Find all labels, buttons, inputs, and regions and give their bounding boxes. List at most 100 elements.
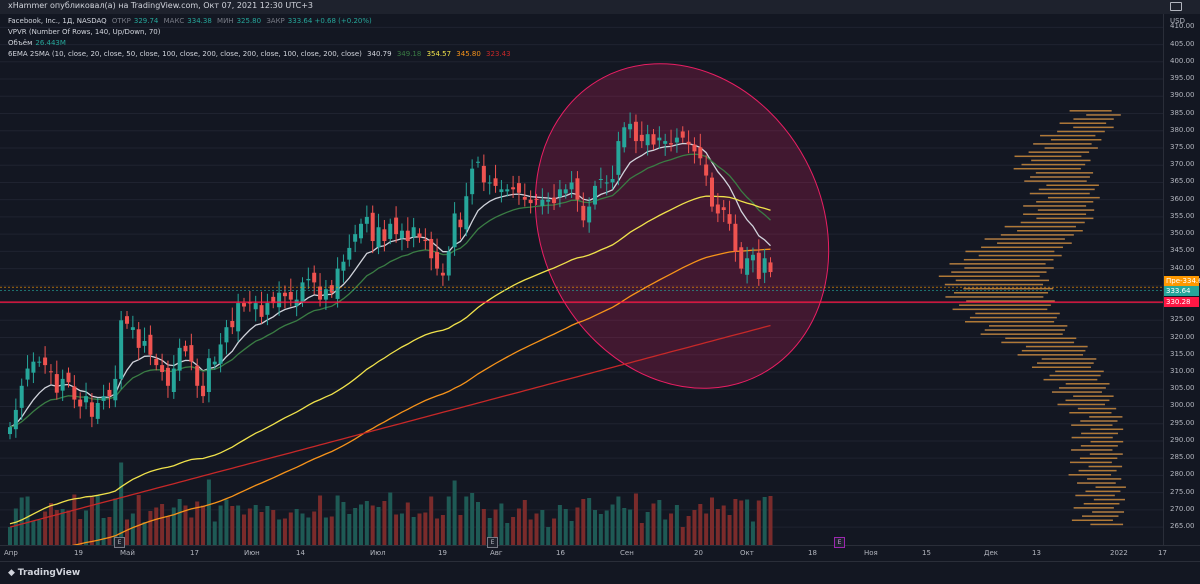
volume-bar (113, 498, 118, 545)
volume-profile-down (1024, 180, 1087, 182)
volume-profile-down (984, 329, 1065, 331)
volume-profile-down (951, 271, 1047, 273)
candle-body (405, 230, 410, 242)
volume-profile-down (1085, 490, 1121, 493)
candle-body (165, 367, 170, 386)
volume-bar (119, 462, 124, 545)
volume-profile-down (1089, 416, 1123, 418)
volume-profile-down (944, 283, 1044, 286)
candle-body (259, 305, 264, 317)
candle-body (171, 368, 176, 392)
candle-body (399, 230, 404, 239)
volume-profile-down (1095, 486, 1126, 488)
candle-body (242, 303, 246, 307)
volume-bar (165, 516, 170, 545)
candle-body (645, 134, 650, 146)
price-tick-label: 280.00 (1170, 470, 1195, 479)
candle-body (212, 361, 217, 365)
volume-profile-down (1051, 391, 1102, 393)
ma50-line (9, 195, 771, 525)
candle-body (534, 198, 539, 200)
candle-body (476, 161, 480, 163)
legend-low-label: МИН (217, 17, 234, 25)
candle-body (499, 189, 504, 193)
candle-body (183, 345, 188, 352)
candle-body (569, 182, 574, 190)
volume-profile-down (978, 254, 1062, 257)
volume-profile-down (1047, 196, 1100, 199)
volume-profile-down (1020, 221, 1085, 224)
volume-profile-down (1086, 114, 1121, 116)
time-axis[interactable]: Апр 19 Май 17 Июн 14 Июл 19 Авг 16 Сен 20 Окт 18 Ноя 15… (0, 545, 1200, 562)
volume-profile-down (1080, 420, 1118, 422)
candle-body (224, 327, 229, 343)
volume-bar (710, 497, 714, 545)
legend-volume-label: Объём (8, 39, 33, 47)
candle-body (95, 403, 100, 419)
volume-profile-down (1069, 110, 1112, 112)
candle-body (540, 199, 545, 206)
earnings-event-marker[interactable]: E (114, 537, 125, 548)
price-tick-label: 355.00 (1170, 211, 1195, 220)
last-price-tag: 333.64 (1164, 286, 1199, 296)
candle-body (616, 141, 621, 175)
volume-bar (60, 509, 65, 545)
volume-profile-down (1068, 474, 1112, 476)
volume-bar (19, 497, 24, 545)
volume-bar (628, 509, 633, 545)
volume-bar (160, 504, 165, 545)
candle-body (312, 272, 317, 283)
volume-profile-down (1014, 155, 1082, 158)
volume-bar (458, 515, 463, 545)
candle-body (136, 329, 141, 348)
earnings-event-marker[interactable]: E (834, 537, 845, 548)
volume-profile-down (1071, 436, 1113, 439)
time-tick-label: 19 (74, 549, 83, 557)
volume-bar (569, 521, 574, 545)
volume-bar (721, 505, 726, 545)
legend-ma-value-1: 340.79 (367, 50, 392, 58)
candle-body (247, 302, 252, 304)
candle-body (189, 345, 194, 362)
volume-profile-down (1031, 366, 1091, 368)
volume-profile-down (989, 325, 1068, 327)
candle-body (470, 168, 475, 195)
volume-bar (464, 496, 469, 545)
price-tick-label: 320.00 (1170, 332, 1195, 341)
volume-bar (394, 514, 399, 545)
legend-close-label: ЗАКР (266, 17, 285, 25)
candle-body (546, 199, 551, 202)
candle-body (265, 303, 270, 315)
volume-bar (271, 510, 276, 545)
legend-ma-value-3: 354.57 (426, 50, 452, 58)
volume-profile-down (1030, 176, 1090, 178)
volume-bar (48, 503, 53, 545)
tradingview-logo[interactable]: ◆ TradingView (8, 568, 81, 578)
volume-bar (300, 513, 305, 545)
legend-ma-label: 6EMA 2SMA (10, close, 20, close, 50, clo… (8, 50, 362, 58)
candle-body (651, 134, 656, 145)
volume-bar (95, 496, 100, 545)
earnings-event-marker[interactable]: E (487, 537, 498, 548)
camera-icon[interactable] (1170, 2, 1182, 11)
candle-body (89, 402, 94, 417)
price-chart[interactable] (0, 14, 1163, 545)
time-tick-label: 18 (808, 549, 817, 557)
candle-body (487, 182, 492, 184)
volume-bar (692, 510, 697, 545)
candle-body (54, 374, 59, 393)
volume-bar (265, 506, 270, 545)
candle-body (557, 189, 562, 197)
volume-bar (528, 519, 533, 545)
candle-body (218, 344, 223, 364)
candle-body (394, 217, 399, 235)
price-tick-label: 360.00 (1170, 194, 1195, 203)
candle-body (604, 182, 609, 184)
volume-bar (616, 496, 621, 545)
candle-body (446, 251, 451, 276)
price-tick-label: 295.00 (1170, 418, 1195, 427)
price-tick-label: 380.00 (1170, 125, 1195, 134)
volume-bar (557, 505, 562, 545)
price-tick-label: 290.00 (1170, 435, 1195, 444)
time-tick-label: 17 (190, 549, 199, 557)
